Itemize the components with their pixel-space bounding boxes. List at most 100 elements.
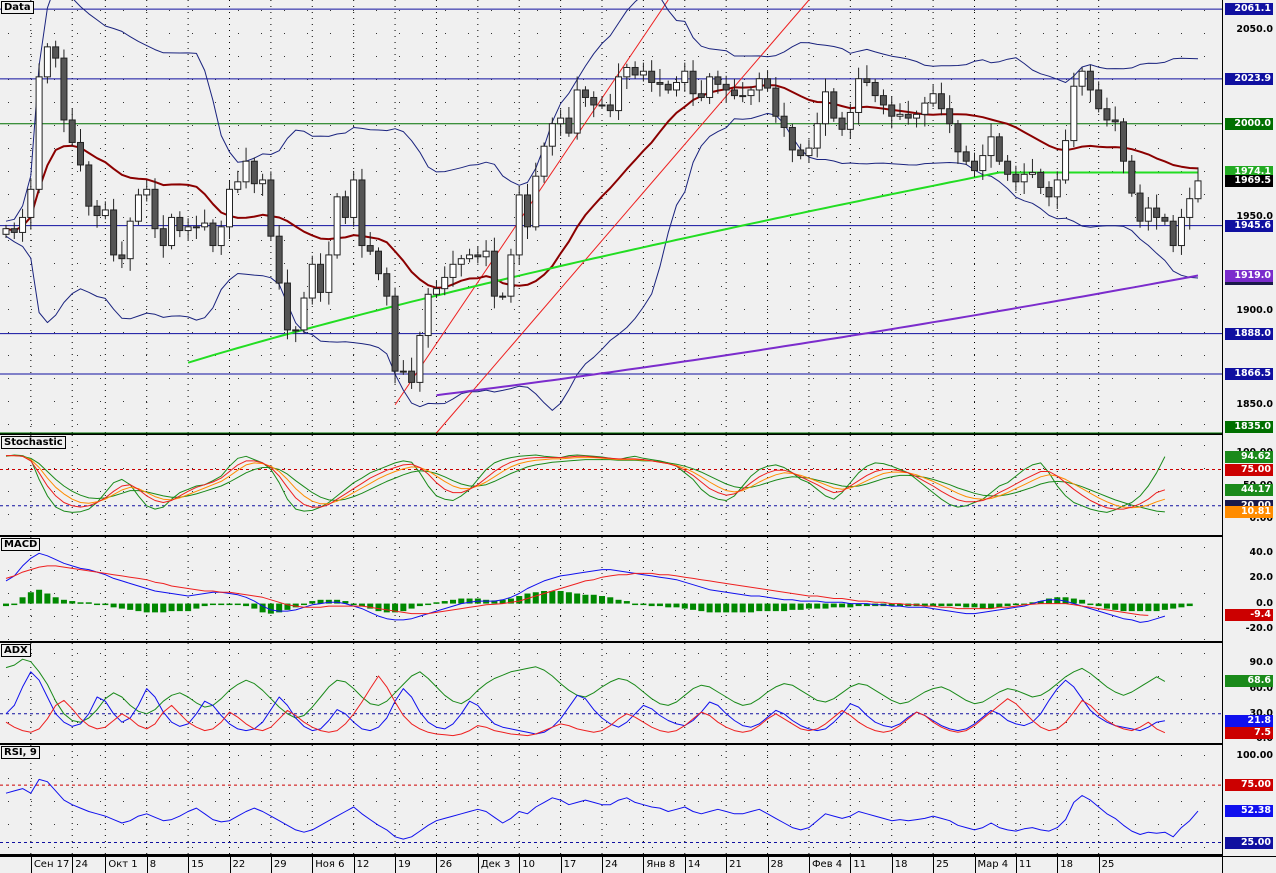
candle-body <box>1128 160 1136 194</box>
grid-dot <box>606 102 607 103</box>
grid-dot <box>261 755 262 756</box>
grid-dot <box>836 468 837 469</box>
grid-dot <box>1043 332 1044 333</box>
grid-dot <box>169 102 170 103</box>
grid-dot <box>905 847 906 848</box>
grid-dot <box>1066 847 1067 848</box>
macd-hist-bar <box>698 603 705 612</box>
grid-dot <box>721 10 722 11</box>
grid-dot <box>629 125 630 126</box>
grid-dot <box>537 847 538 848</box>
grid-dot <box>1066 801 1067 802</box>
grid-dot <box>675 491 676 492</box>
grid-dot <box>698 755 699 756</box>
grid-dot <box>100 570 101 571</box>
grid-dot <box>514 847 515 848</box>
time-axis-corner <box>1222 856 1276 873</box>
grid-dot <box>974 468 975 469</box>
grid-dot <box>353 676 354 677</box>
grid-dot <box>905 616 906 617</box>
grid-dot <box>836 699 837 700</box>
grid-dot <box>859 240 860 241</box>
grid-dot <box>330 424 331 425</box>
grid-dot <box>376 445 377 446</box>
grid-dot <box>721 332 722 333</box>
grid-dot <box>905 722 906 723</box>
grid-dot <box>675 286 676 287</box>
grid-dot <box>928 570 929 571</box>
candle-body <box>532 175 540 228</box>
grid-dot <box>767 286 768 287</box>
grid-dot <box>192 332 193 333</box>
grid-dot <box>146 401 147 402</box>
grid-dot <box>767 10 768 11</box>
candle-body <box>449 263 457 278</box>
grid-dot <box>1181 778 1182 779</box>
grid-dot <box>997 778 998 779</box>
grid-dot <box>192 755 193 756</box>
grid-dot <box>192 676 193 677</box>
grid-dot <box>491 309 492 310</box>
grid-dot <box>77 102 78 103</box>
grid-dot <box>123 355 124 356</box>
grid-dot <box>376 593 377 594</box>
grid-dot <box>399 194 400 195</box>
grid-dot <box>629 10 630 11</box>
grid-dot <box>215 309 216 310</box>
grid-dot <box>491 593 492 594</box>
grid-dot <box>330 332 331 333</box>
grid-dot <box>445 33 446 34</box>
grid-dot <box>514 547 515 548</box>
grid-dot <box>790 824 791 825</box>
grid-dot <box>468 10 469 11</box>
grid-dot <box>123 125 124 126</box>
grid-dot <box>1089 653 1090 654</box>
grid-dot <box>629 755 630 756</box>
grid-dot <box>514 639 515 640</box>
grid-dot <box>813 263 814 264</box>
grid-dot <box>399 778 400 779</box>
grid-dot <box>882 778 883 779</box>
price-tick-label: 1900.0 <box>1236 305 1273 317</box>
candle-body <box>275 235 283 284</box>
grid-dot <box>1020 824 1021 825</box>
grid-dot <box>790 332 791 333</box>
grid-dot <box>997 593 998 594</box>
grid-dot <box>928 401 929 402</box>
grid-dot <box>836 755 837 756</box>
grid-dot <box>1043 847 1044 848</box>
grid-dot <box>399 33 400 34</box>
grid-dot <box>652 593 653 594</box>
grid-dot <box>123 593 124 594</box>
grid-dot <box>1135 33 1136 34</box>
grid-dot <box>1204 468 1205 469</box>
grid-dot <box>1204 286 1205 287</box>
grid-dot <box>1020 102 1021 103</box>
macd-hist-bar <box>425 603 432 606</box>
grid-dot <box>1204 240 1205 241</box>
grid-dot <box>1204 378 1205 379</box>
grid-dot <box>491 514 492 515</box>
grid-dot <box>1181 847 1182 848</box>
grid-dot <box>261 639 262 640</box>
grid-dot <box>583 240 584 241</box>
grid-dot <box>399 332 400 333</box>
grid-dot <box>1066 514 1067 515</box>
candle-body <box>1078 70 1086 87</box>
grid-dot <box>54 240 55 241</box>
macd-hist-bar <box>714 603 721 613</box>
price-chart <box>0 0 1222 434</box>
grid-dot <box>31 148 32 149</box>
grid-dot <box>100 514 101 515</box>
grid-dot <box>744 547 745 548</box>
grid-dot <box>560 722 561 723</box>
grid-dot <box>606 616 607 617</box>
grid-dot <box>192 699 193 700</box>
grid-dot <box>859 194 860 195</box>
grid-dot <box>1066 824 1067 825</box>
grid-dot <box>905 171 906 172</box>
grid-dot <box>813 570 814 571</box>
grid-dot <box>721 263 722 264</box>
grid-dot <box>882 824 883 825</box>
grid-dot <box>261 286 262 287</box>
